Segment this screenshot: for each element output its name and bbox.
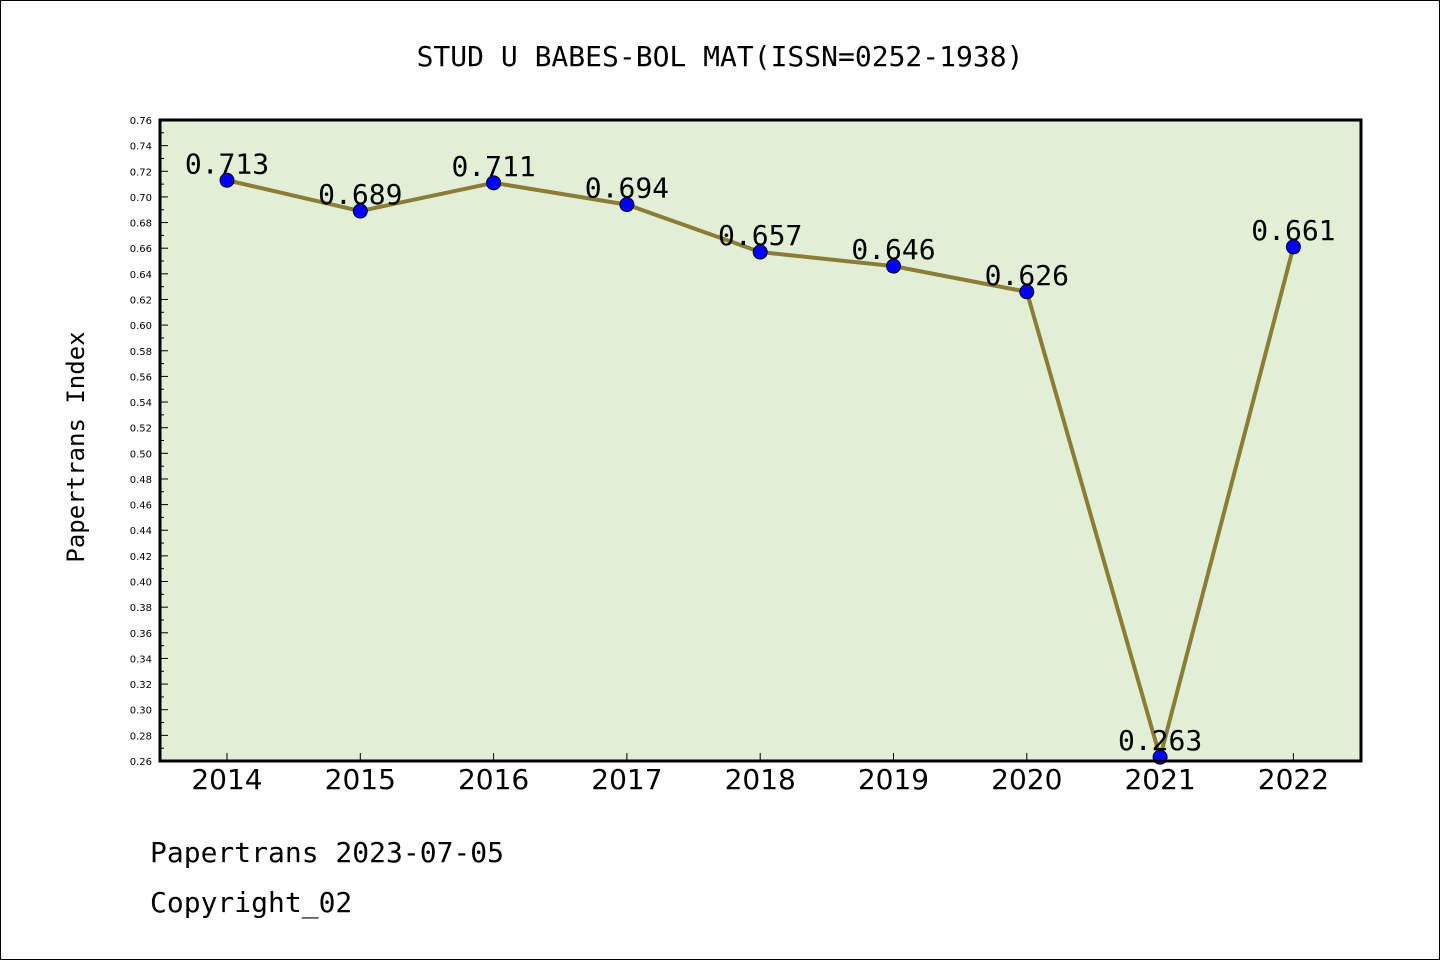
y-tick-label: 0.62 bbox=[130, 295, 152, 306]
data-point-marker bbox=[886, 258, 901, 274]
y-tick-label: 0.76 bbox=[130, 116, 152, 127]
data-value-label: 0.646 bbox=[851, 233, 935, 266]
data-labels: 0.713 0.689 0.711 0.694 0.657 0.646 0.626 0.263… bbox=[185, 147, 1336, 757]
x-tick-label: 2014 bbox=[191, 763, 262, 796]
x-tick-label: 2018 bbox=[725, 763, 796, 796]
data-value-label: 0.661 bbox=[1251, 214, 1335, 247]
data-value-label: 0.694 bbox=[585, 172, 669, 205]
y-tick-label: 0.44 bbox=[130, 526, 152, 537]
y-tick-label: 0.58 bbox=[130, 347, 152, 358]
chart-title: STUD U BABES-BOL MAT(ISSN=0252-1938) bbox=[417, 40, 1024, 73]
data-point-marker bbox=[752, 244, 768, 260]
y-tick-label: 0.38 bbox=[130, 603, 152, 614]
plot-border bbox=[158, 118, 1363, 763]
y-tick-label: 0.56 bbox=[130, 372, 152, 383]
y-tick-label: 0.32 bbox=[130, 680, 152, 691]
y-tick-label: 0.50 bbox=[130, 449, 152, 460]
data-value-label: 0.713 bbox=[185, 147, 269, 180]
data-point-marker bbox=[619, 197, 635, 213]
data-point-marker bbox=[1285, 239, 1301, 255]
footer-copyright: Copyright_02 bbox=[150, 886, 353, 919]
data-value-label: 0.626 bbox=[985, 259, 1069, 292]
x-tick-label: 2016 bbox=[458, 763, 529, 796]
footer-date: Papertrans 2023-07-05 bbox=[150, 836, 505, 869]
y-axis-label: Papertrans Index bbox=[62, 331, 90, 562]
y-axis: 0.26 0.28 0.30 0.32 0.34 0.36 0.38 0.40 0.42 0.44… bbox=[130, 116, 168, 768]
y-tick-label: 0.72 bbox=[130, 167, 152, 178]
x-tick-label: 2021 bbox=[1124, 763, 1195, 796]
y-tick-label: 0.40 bbox=[130, 578, 152, 589]
y-tick-label: 0.28 bbox=[130, 731, 152, 742]
data-point-marker bbox=[486, 175, 502, 191]
y-tick-label: 0.46 bbox=[130, 501, 152, 512]
data-value-label: 0.263 bbox=[1118, 724, 1202, 757]
y-tick-label: 0.36 bbox=[130, 629, 152, 640]
plot-area bbox=[160, 120, 1361, 761]
x-axis: 2014 2015 2016 2017 2018 2019 2020 2021 2022 bbox=[191, 753, 1329, 796]
x-tick-label: 2019 bbox=[858, 763, 929, 796]
data-value-label: 0.689 bbox=[318, 178, 402, 211]
y-tick-label: 0.52 bbox=[130, 424, 152, 435]
data-value-label: 0.657 bbox=[718, 219, 802, 252]
x-tick-label: 2017 bbox=[591, 763, 662, 796]
x-tick-label: 2022 bbox=[1258, 763, 1329, 796]
y-tick-label: 0.74 bbox=[130, 142, 152, 153]
y-tick-label: 0.64 bbox=[130, 270, 152, 281]
y-tick-label: 0.30 bbox=[130, 706, 152, 717]
data-point-marker bbox=[1019, 284, 1035, 300]
y-tick-label: 0.34 bbox=[130, 654, 152, 665]
y-tick-label: 0.42 bbox=[130, 552, 152, 563]
data-point-marker bbox=[219, 172, 235, 188]
y-tick-label: 0.68 bbox=[130, 219, 152, 230]
x-tick-label: 2020 bbox=[991, 763, 1062, 796]
y-tick-label: 0.70 bbox=[130, 193, 152, 204]
y-tick-label: 0.26 bbox=[130, 757, 152, 768]
y-tick-label: 0.54 bbox=[130, 398, 152, 409]
y-tick-label: 0.60 bbox=[130, 321, 152, 332]
x-tick-label: 2015 bbox=[325, 763, 396, 796]
data-value-label: 0.711 bbox=[451, 150, 535, 183]
y-tick-label: 0.66 bbox=[130, 244, 152, 255]
data-point-marker bbox=[352, 203, 368, 219]
y-tick-label: 0.48 bbox=[130, 475, 152, 486]
